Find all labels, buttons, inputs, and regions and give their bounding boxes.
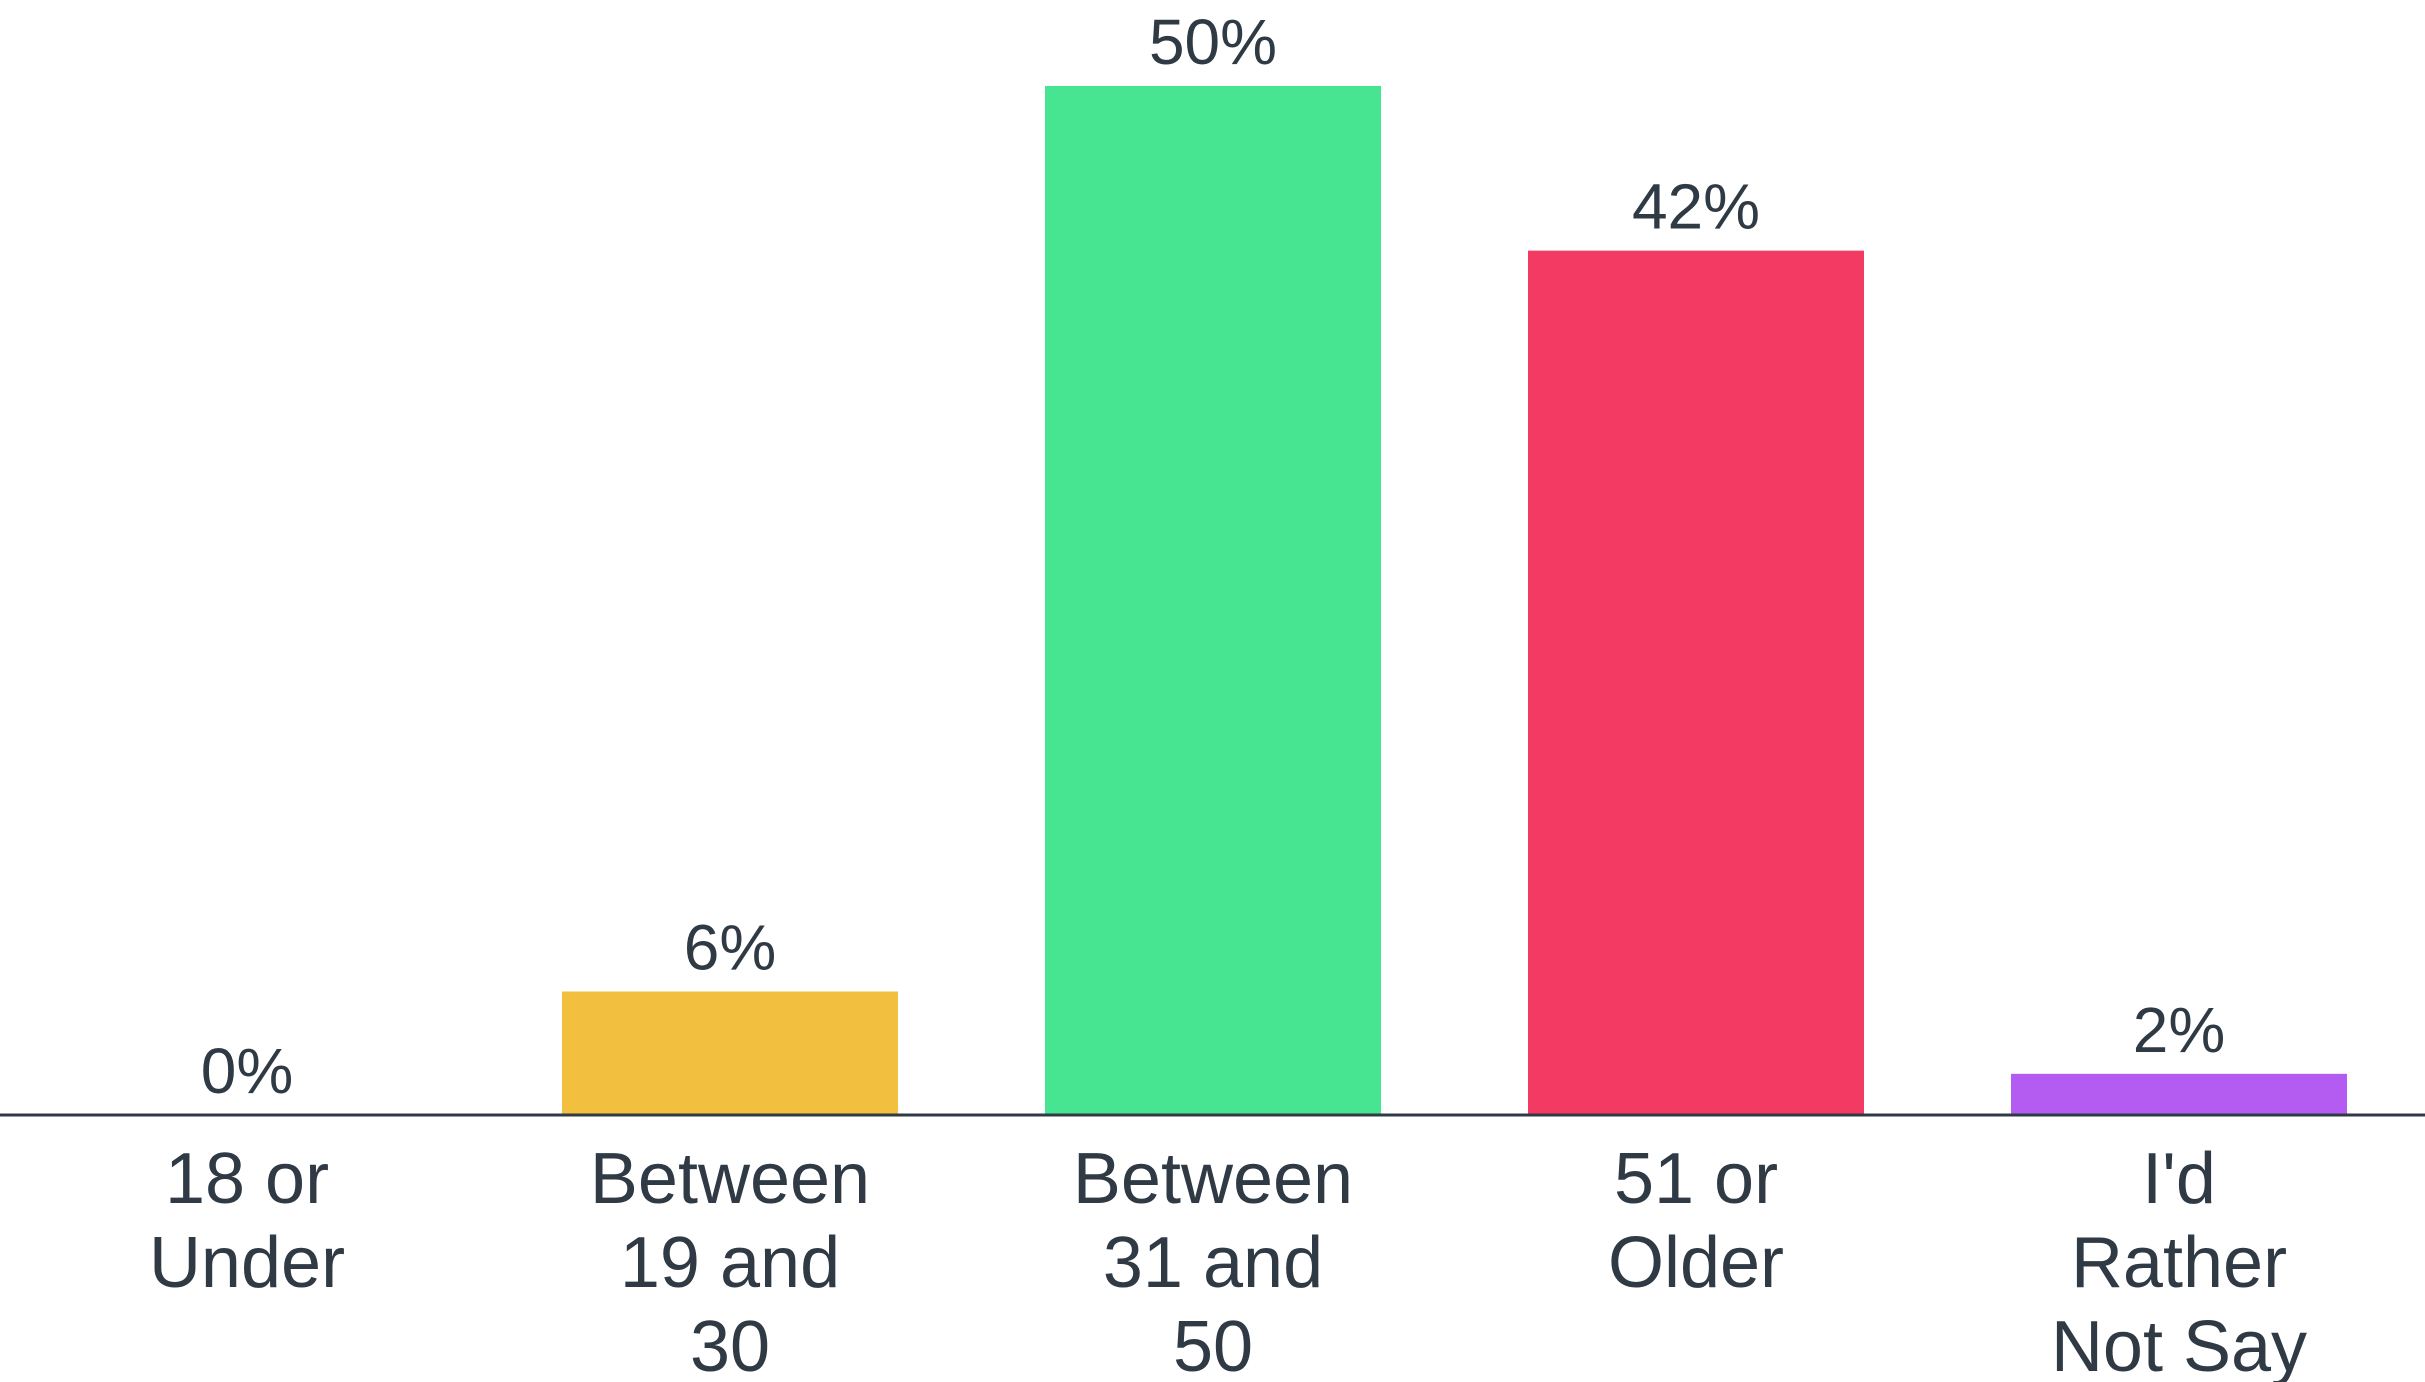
category-label-4-line-2: Not Say — [2051, 1307, 2307, 1382]
category-label-4-line-0: I'd — [2142, 1139, 2216, 1219]
category-label-2-line-0: Between — [1073, 1139, 1353, 1219]
value-label-0: 0% — [201, 1035, 294, 1107]
category-label-2-line-2: 50 — [1173, 1307, 1253, 1382]
bar-4 — [2011, 1073, 2347, 1115]
category-label-1-line-2: 30 — [690, 1307, 770, 1382]
category-label-3-line-0: 51 or — [1614, 1139, 1778, 1219]
category-label-0-line-1: Under — [149, 1223, 345, 1303]
value-labels-group: 0% 6% 50% 42% 2% — [201, 6, 2226, 1107]
bars-group — [562, 86, 2347, 1115]
bar-3 — [1528, 250, 1864, 1115]
value-label-1: 6% — [684, 912, 777, 984]
value-label-4: 2% — [2133, 994, 2226, 1066]
category-label-4-line-1: Rather — [2071, 1223, 2287, 1303]
bar-1 — [562, 991, 898, 1115]
bar-2 — [1045, 86, 1381, 1115]
value-label-2: 50% — [1149, 6, 1277, 78]
category-label-1-line-0: Between — [590, 1139, 870, 1219]
value-label-3: 42% — [1632, 171, 1760, 243]
category-label-3-line-1: Older — [1608, 1223, 1784, 1303]
category-label-0-line-0: 18 or — [165, 1139, 329, 1219]
category-label-1-line-1: 19 and — [620, 1223, 840, 1303]
category-label-2-line-1: 31 and — [1103, 1223, 1323, 1303]
